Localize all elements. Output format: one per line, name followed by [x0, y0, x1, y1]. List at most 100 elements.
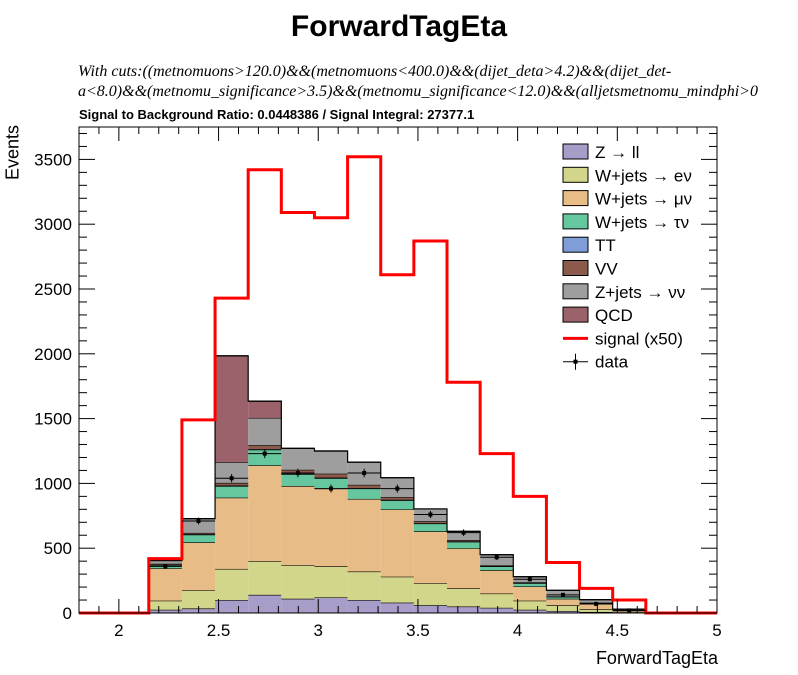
data-point — [380, 484, 414, 493]
legend-entry: Z+jets → νν — [562, 283, 685, 302]
stack-bar — [215, 355, 249, 463]
data-marker — [461, 530, 466, 535]
stack-bar — [248, 594, 282, 613]
legend-label: Z+jets → νν — [595, 283, 685, 302]
stack-bar — [413, 605, 448, 613]
stack-bar — [380, 602, 414, 613]
stack-bar — [314, 451, 348, 474]
stack-bar — [181, 518, 216, 533]
chart-title: ForwardTagEta — [290, 10, 508, 43]
stack-bar — [513, 586, 547, 601]
stack-bar — [148, 568, 182, 601]
stack-bar — [148, 560, 182, 564]
legend: Z → ll W+jets → eν W+jets → μν W+jets → τν T… — [562, 143, 692, 372]
stack-bar — [546, 611, 580, 613]
stack-bar — [248, 445, 282, 450]
y-tick-label: 500 — [44, 539, 72, 558]
stack-bar — [248, 465, 282, 562]
legend-label: W+jets → τν — [595, 213, 689, 232]
legend-label: VV — [595, 260, 618, 279]
data-marker — [163, 564, 168, 569]
stack-bar — [148, 600, 182, 610]
data-marker — [196, 518, 201, 523]
stack-layer — [148, 355, 647, 614]
data-point — [148, 563, 182, 569]
stack-bar — [480, 566, 514, 571]
legend-entry: data — [563, 353, 629, 372]
legend-entry: signal (x50) — [563, 329, 683, 348]
x-tick-label: 3 — [314, 621, 323, 640]
data-marker — [494, 555, 499, 560]
legend-entry: W+jets → μν — [562, 190, 692, 209]
x-tick-label: 4 — [513, 621, 522, 640]
stack-bar — [480, 554, 514, 566]
legend-entry: QCD — [562, 306, 633, 325]
legend-entry: Z → ll — [562, 143, 639, 162]
signal-layer — [79, 155, 717, 615]
signal-background-ratio: Signal to Background Ratio: 0.0448386 / … — [79, 107, 475, 122]
stack-bar — [447, 548, 481, 589]
cuts-text-line1: With cuts:((metnomuons>120.0)&&(metnomuo… — [78, 63, 672, 80]
stack-bar — [215, 482, 249, 486]
stack-bar — [215, 568, 249, 601]
legend-label: data — [595, 353, 629, 372]
stack-bar — [281, 448, 315, 470]
x-tick-label: 4.5 — [605, 621, 629, 640]
data-point — [347, 468, 381, 478]
legend-entry: VV — [562, 260, 618, 279]
stack-outline — [148, 355, 647, 613]
stack-bar — [579, 599, 613, 603]
stack-bar — [215, 485, 249, 498]
stack-bar — [380, 500, 414, 510]
legend-swatch — [573, 359, 578, 364]
stack-bar — [281, 598, 315, 613]
legend-entry: TT — [562, 236, 616, 255]
data-point — [413, 510, 448, 519]
data-marker — [395, 486, 400, 491]
data-marker — [527, 577, 532, 582]
y-tick-label: 1500 — [34, 410, 72, 429]
data-point — [314, 484, 348, 493]
data-point — [181, 517, 216, 525]
stack-bar — [347, 571, 381, 601]
stack-bar — [413, 531, 448, 584]
stack-bar — [480, 570, 514, 594]
stack-series-7 — [215, 355, 282, 463]
stack-bar — [181, 590, 216, 609]
legend-label: Z → ll — [595, 143, 639, 162]
stack-bar — [314, 566, 348, 598]
legend-swatch — [562, 213, 589, 230]
stack-bar — [215, 600, 249, 613]
stack-bar — [546, 596, 580, 599]
stack-bar — [281, 565, 315, 599]
x-axis-label: ForwardTagEta — [595, 648, 718, 668]
stack-bar — [380, 509, 414, 577]
stack-bar — [248, 417, 282, 446]
data-marker — [362, 471, 367, 476]
stack-bar — [347, 498, 381, 572]
y-tick-label: 2000 — [34, 345, 72, 364]
data-point — [579, 601, 613, 606]
stack-bar — [480, 593, 514, 608]
stack-bar — [579, 609, 613, 612]
stack-bar — [248, 401, 282, 418]
stack-bar — [314, 597, 348, 613]
legend-entry: W+jets → eν — [562, 166, 692, 185]
stack-bar — [314, 478, 348, 489]
stack-bar — [447, 606, 481, 613]
stack-bar — [347, 484, 381, 489]
cuts-text-line2: a<8.0)&&(metnomu_significance>3.5)&&(met… — [78, 83, 758, 100]
stack-bar — [314, 488, 348, 567]
stack-bar — [181, 542, 216, 591]
data-point — [480, 554, 514, 560]
y-tick-label: 3000 — [34, 215, 72, 234]
legend-swatch — [562, 283, 589, 300]
legend-label: W+jets → μν — [595, 190, 692, 209]
data-point — [281, 468, 315, 478]
legend-label: QCD — [595, 306, 633, 325]
stack-bar — [413, 583, 448, 606]
stack-bar — [314, 473, 348, 478]
legend-label: W+jets → eν — [595, 166, 692, 185]
stack-bar — [281, 474, 315, 486]
